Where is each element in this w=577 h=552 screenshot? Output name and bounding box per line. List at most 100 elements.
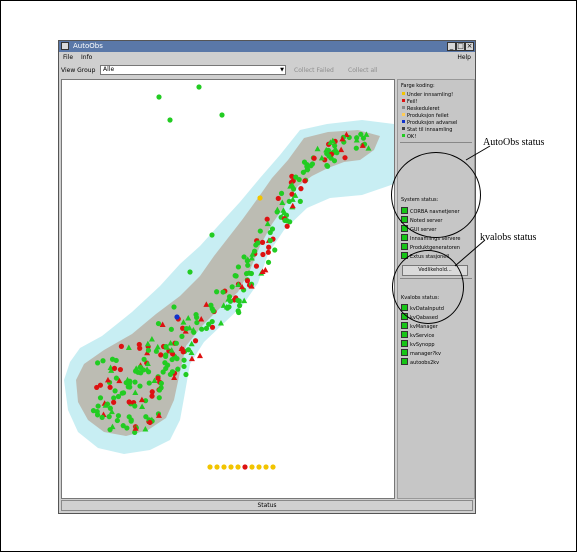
station-marker[interactable] <box>266 244 272 250</box>
station-marker[interactable] <box>241 254 247 260</box>
station-marker[interactable] <box>143 414 149 420</box>
station-marker[interactable] <box>111 395 117 401</box>
station-marker[interactable] <box>144 360 151 367</box>
minimize-button[interactable]: _ <box>447 42 456 51</box>
station-marker[interactable] <box>183 326 190 332</box>
station-marker[interactable] <box>137 345 143 351</box>
station-marker[interactable] <box>217 320 224 326</box>
station-marker[interactable] <box>180 319 187 325</box>
station-marker[interactable] <box>289 191 295 197</box>
station-marker[interactable] <box>221 464 227 470</box>
station-marker[interactable] <box>253 263 260 269</box>
station-marker[interactable] <box>112 388 118 394</box>
station-marker[interactable] <box>142 425 149 432</box>
station-marker[interactable] <box>359 142 366 148</box>
station-marker[interactable] <box>289 202 296 209</box>
station-marker[interactable] <box>229 284 235 290</box>
station-marker[interactable] <box>111 399 117 405</box>
station-marker[interactable] <box>265 249 271 255</box>
station-marker[interactable] <box>265 259 272 265</box>
station-marker[interactable] <box>292 192 299 198</box>
station-marker[interactable] <box>97 395 104 401</box>
station-marker[interactable] <box>249 251 256 257</box>
station-marker[interactable] <box>158 352 164 358</box>
station-marker[interactable] <box>263 464 269 470</box>
station-marker[interactable] <box>323 146 330 153</box>
station-marker[interactable] <box>289 181 296 188</box>
station-marker[interactable] <box>94 412 101 418</box>
station-marker[interactable] <box>353 136 360 143</box>
station-marker[interactable] <box>167 117 173 123</box>
menu-help[interactable]: Help <box>457 54 471 61</box>
station-marker[interactable] <box>303 166 310 173</box>
station-marker[interactable] <box>163 344 169 350</box>
station-marker[interactable] <box>353 145 359 151</box>
title-bar[interactable]: AutoObs _ □ × <box>59 41 475 52</box>
station-marker[interactable] <box>301 159 308 165</box>
station-marker[interactable] <box>358 131 364 137</box>
station-marker[interactable] <box>304 163 310 170</box>
station-marker[interactable] <box>188 340 195 347</box>
station-marker[interactable] <box>115 393 122 400</box>
station-marker[interactable] <box>198 315 205 322</box>
station-marker[interactable] <box>167 340 174 346</box>
station-marker[interactable] <box>155 375 161 381</box>
station-marker[interactable] <box>128 417 134 423</box>
station-marker[interactable] <box>155 412 162 418</box>
station-marker[interactable] <box>181 363 187 370</box>
station-marker[interactable] <box>180 325 186 331</box>
station-marker[interactable] <box>327 139 334 145</box>
station-marker[interactable] <box>162 360 168 366</box>
station-marker[interactable] <box>123 380 129 386</box>
view-group-select[interactable]: Alle ▼ <box>100 65 286 75</box>
station-marker[interactable] <box>104 376 111 383</box>
station-marker[interactable] <box>235 464 241 470</box>
station-marker[interactable] <box>168 326 174 332</box>
station-marker[interactable] <box>99 414 105 420</box>
station-marker[interactable] <box>188 349 195 356</box>
station-marker[interactable] <box>94 384 100 391</box>
station-marker[interactable] <box>95 403 101 409</box>
station-marker[interactable] <box>267 229 273 236</box>
station-marker[interactable] <box>324 162 330 169</box>
station-marker[interactable] <box>245 262 251 268</box>
station-marker[interactable] <box>209 232 215 238</box>
station-marker[interactable] <box>242 464 248 470</box>
station-marker[interactable] <box>162 353 169 360</box>
station-marker[interactable] <box>278 190 285 196</box>
station-marker[interactable] <box>95 360 101 366</box>
station-marker[interactable] <box>298 186 304 192</box>
station-marker[interactable] <box>146 380 152 386</box>
station-marker[interactable] <box>270 464 276 470</box>
station-marker[interactable] <box>206 321 212 327</box>
station-marker[interactable] <box>239 283 246 290</box>
station-marker[interactable] <box>109 423 116 430</box>
station-marker[interactable] <box>203 325 210 331</box>
station-marker[interactable] <box>308 163 314 169</box>
station-marker[interactable] <box>113 375 120 381</box>
collect-all-button[interactable]: Collect all <box>348 67 378 74</box>
station-marker[interactable] <box>168 347 175 353</box>
station-marker[interactable] <box>332 145 339 152</box>
station-marker[interactable] <box>228 464 234 470</box>
station-marker[interactable] <box>153 348 159 354</box>
station-marker[interactable] <box>174 356 180 362</box>
station-marker[interactable] <box>253 242 259 248</box>
station-marker[interactable] <box>235 264 242 270</box>
station-marker[interactable] <box>102 402 109 408</box>
station-marker[interactable] <box>170 351 176 357</box>
station-marker[interactable] <box>339 135 346 142</box>
station-marker[interactable] <box>274 206 281 213</box>
station-marker[interactable] <box>279 199 286 205</box>
station-marker[interactable] <box>139 403 146 409</box>
station-marker[interactable] <box>179 333 185 339</box>
station-marker[interactable] <box>286 198 292 205</box>
station-marker[interactable] <box>365 145 372 151</box>
station-marker[interactable] <box>233 273 239 279</box>
station-marker[interactable] <box>235 281 242 287</box>
menu-info[interactable]: Info <box>81 54 93 61</box>
station-marker[interactable] <box>118 343 125 349</box>
station-marker[interactable] <box>244 258 250 264</box>
station-marker[interactable] <box>108 408 115 415</box>
station-marker[interactable] <box>196 352 203 359</box>
